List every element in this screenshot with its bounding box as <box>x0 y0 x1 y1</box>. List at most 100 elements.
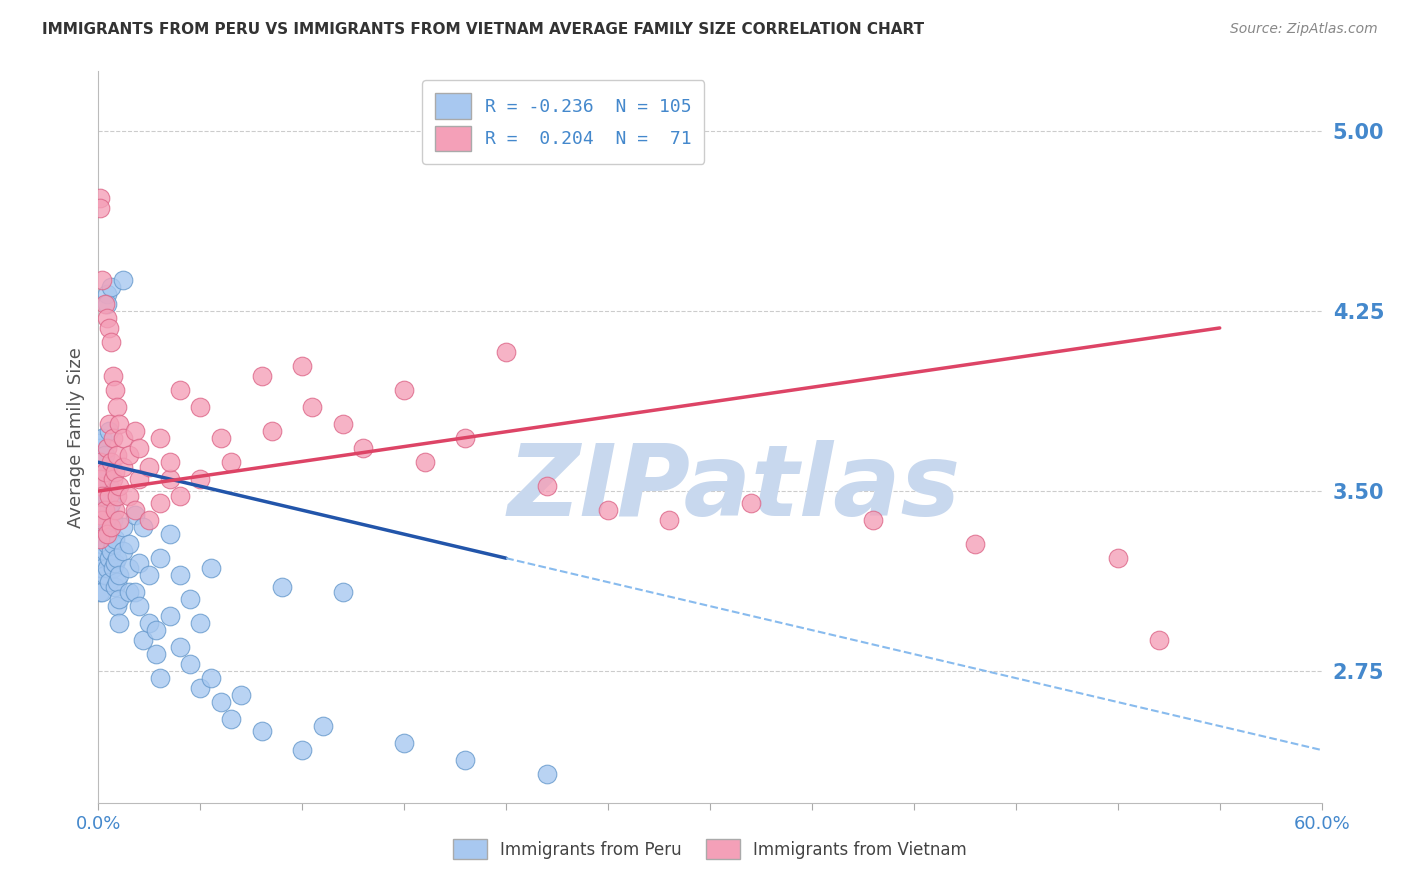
Point <box>97 417 120 431</box>
Point <box>91 489 114 503</box>
Point <box>169 640 191 654</box>
Point <box>89 513 111 527</box>
Y-axis label: Average Family Size: Average Family Size <box>66 347 84 527</box>
Point <box>138 513 160 527</box>
Point <box>97 489 120 503</box>
Point <box>91 561 114 575</box>
Point <box>301 400 323 414</box>
Point <box>100 335 122 350</box>
Point <box>96 513 118 527</box>
Point <box>89 441 111 455</box>
Point <box>89 455 111 469</box>
Point <box>1107 551 1129 566</box>
Point <box>179 591 201 606</box>
Point <box>332 417 354 431</box>
Point <box>89 556 111 570</box>
Point <box>105 551 128 566</box>
Point <box>169 384 191 398</box>
Point <box>89 520 111 534</box>
Point <box>111 520 134 534</box>
Point <box>96 287 118 301</box>
Point <box>89 201 111 215</box>
Point <box>93 568 115 582</box>
Point <box>138 615 160 630</box>
Point <box>93 513 115 527</box>
Point <box>97 424 120 438</box>
Point <box>93 465 115 479</box>
Point <box>536 767 558 781</box>
Point <box>413 455 436 469</box>
Point <box>260 424 283 438</box>
Point <box>1147 632 1170 647</box>
Point <box>392 384 416 398</box>
Point <box>96 489 118 503</box>
Point <box>159 455 181 469</box>
Point <box>105 599 128 614</box>
Point <box>179 657 201 671</box>
Point <box>96 537 118 551</box>
Point <box>89 508 111 522</box>
Point <box>108 568 131 582</box>
Point <box>93 297 115 311</box>
Point <box>100 520 122 534</box>
Point <box>105 489 128 503</box>
Point <box>149 496 172 510</box>
Point <box>128 599 150 614</box>
Point <box>209 431 232 445</box>
Point <box>128 441 150 455</box>
Point <box>159 527 181 541</box>
Point <box>108 417 131 431</box>
Point <box>91 537 114 551</box>
Point <box>101 561 124 575</box>
Point <box>188 615 212 630</box>
Point <box>392 736 416 750</box>
Point <box>91 503 114 517</box>
Point <box>89 532 111 546</box>
Point <box>454 753 477 767</box>
Point <box>97 321 120 335</box>
Point <box>200 671 222 685</box>
Point <box>104 556 127 570</box>
Point <box>108 513 131 527</box>
Point <box>111 460 134 475</box>
Point <box>169 568 191 582</box>
Point <box>219 712 242 726</box>
Point <box>100 280 122 294</box>
Point <box>124 584 146 599</box>
Point <box>104 580 127 594</box>
Point <box>291 359 314 374</box>
Point <box>97 527 120 541</box>
Point <box>91 273 114 287</box>
Point <box>250 723 273 738</box>
Point <box>89 465 111 479</box>
Point <box>89 191 111 205</box>
Point <box>96 441 118 455</box>
Point <box>100 496 122 510</box>
Point <box>159 472 181 486</box>
Point <box>118 561 141 575</box>
Point <box>91 584 114 599</box>
Point <box>118 584 141 599</box>
Point <box>97 503 120 517</box>
Point <box>128 472 150 486</box>
Point <box>91 513 114 527</box>
Point <box>96 465 118 479</box>
Point <box>149 551 172 566</box>
Text: ZIPatlas: ZIPatlas <box>508 440 962 537</box>
Point <box>93 544 115 558</box>
Point <box>96 561 118 575</box>
Point <box>101 537 124 551</box>
Point <box>124 508 146 522</box>
Point <box>138 460 160 475</box>
Point <box>108 591 131 606</box>
Point <box>332 584 354 599</box>
Point <box>124 503 146 517</box>
Point <box>270 580 294 594</box>
Point <box>91 472 114 486</box>
Point <box>89 436 111 450</box>
Point <box>128 556 150 570</box>
Point <box>105 400 128 414</box>
Point <box>862 513 884 527</box>
Point <box>101 431 124 445</box>
Point <box>169 489 191 503</box>
